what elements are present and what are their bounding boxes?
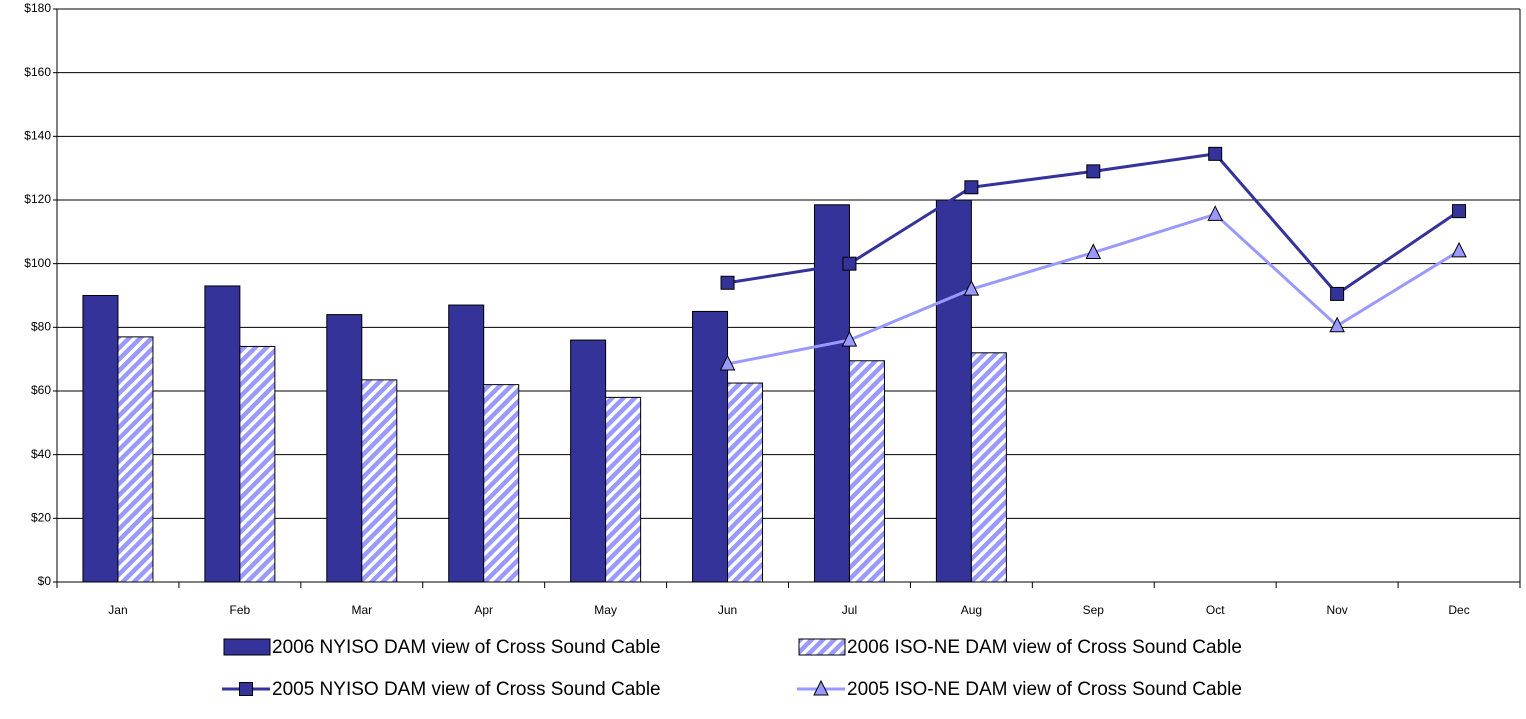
legend-swatch [223, 638, 271, 656]
line-marker [1208, 146, 1223, 161]
y-tick-label: $20 [31, 511, 51, 525]
line-marker [964, 180, 979, 195]
legend-label: 2005 ISO-NE DAM view of Cross Sound Cabl… [847, 679, 1242, 700]
x-tick-label: Jul [842, 603, 857, 617]
bar [970, 352, 1007, 583]
line-marker [842, 256, 857, 271]
x-tick-label: Nov [1326, 603, 1347, 617]
line-marker [1207, 205, 1224, 221]
bar [692, 310, 729, 583]
x-tick-label: Feb [230, 603, 251, 617]
bar [848, 360, 885, 583]
bar [239, 345, 276, 583]
x-tick-label: Aug [961, 603, 982, 617]
x-tick-label: Mar [351, 603, 372, 617]
x-tick-label: Oct [1206, 603, 1225, 617]
x-tick-label: Dec [1448, 603, 1469, 617]
bar [605, 396, 642, 583]
x-tick-label: May [594, 603, 617, 617]
bar [326, 314, 363, 583]
bar [727, 382, 764, 583]
y-tick-label: $180 [24, 1, 51, 15]
line-marker [1330, 286, 1345, 301]
legend-marker [813, 679, 829, 696]
bar [82, 295, 119, 583]
bar [570, 339, 607, 583]
bar [117, 336, 154, 583]
x-tick-label: Apr [474, 603, 493, 617]
line-marker [1452, 204, 1467, 219]
legend-label: 2006 ISO-NE DAM view of Cross Sound Cabl… [847, 637, 1242, 658]
line-marker [719, 354, 736, 371]
y-tick-label: $140 [24, 129, 51, 143]
x-tick-label: Sep [1083, 603, 1105, 617]
legend-label: 2006 NYISO DAM view of Cross Sound Cable [272, 637, 661, 658]
line-marker [1085, 243, 1102, 260]
line-marker [963, 280, 980, 296]
bar [204, 285, 241, 583]
bar [935, 199, 972, 583]
y-tick-label: $0 [38, 574, 52, 588]
x-tick-label: Jan [108, 603, 127, 617]
bar [448, 304, 485, 583]
y-tick-label: $120 [24, 192, 51, 206]
legend-swatch [798, 638, 846, 656]
y-tick-label: $160 [24, 65, 51, 79]
line-marker [841, 330, 858, 347]
y-tick-label: $40 [31, 447, 51, 461]
legend-label: 2005 NYISO DAM view of Cross Sound Cable [272, 679, 661, 700]
x-tick-label: Jun [718, 603, 737, 617]
line-marker [1451, 241, 1467, 258]
y-tick-label: $80 [31, 320, 51, 334]
line-marker [720, 275, 735, 290]
bar [483, 384, 520, 583]
legend-marker [239, 682, 253, 696]
bar [361, 379, 398, 583]
y-tick-label: $100 [24, 256, 51, 270]
y-tick-label: $60 [31, 383, 51, 397]
line-marker [1086, 164, 1101, 179]
line-marker [1329, 316, 1345, 333]
